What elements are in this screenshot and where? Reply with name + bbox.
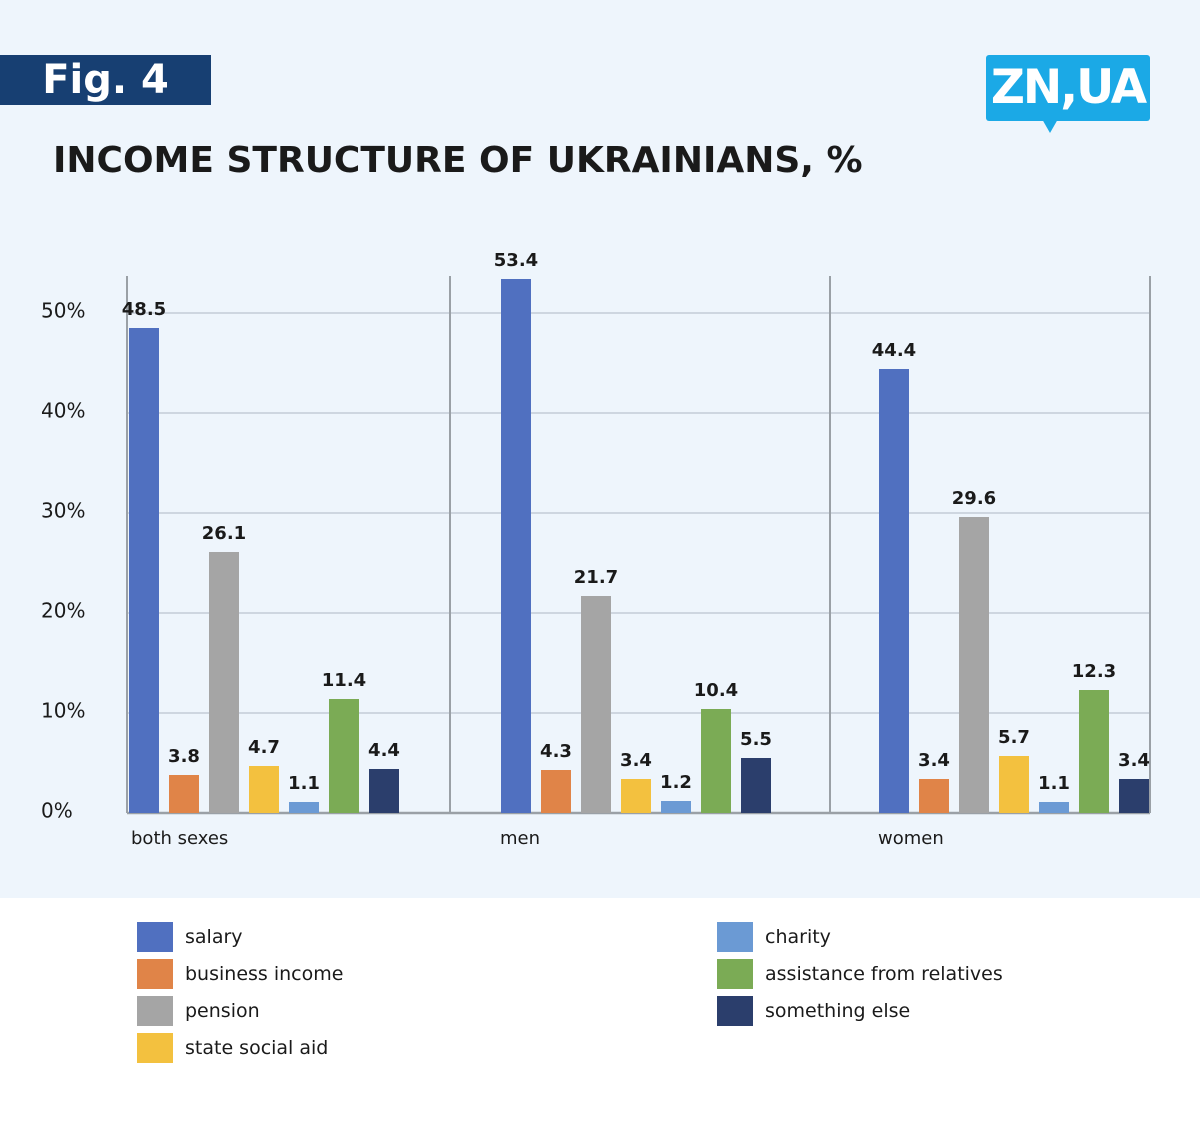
legend-label: something else (765, 1000, 911, 1022)
y-tick-label: 50% (41, 299, 85, 323)
legend-swatch (137, 922, 173, 952)
bar (1119, 779, 1149, 813)
category-label: both sexes (131, 828, 228, 849)
bar (249, 766, 279, 813)
bar (169, 775, 199, 813)
data-label: 44.4 (872, 340, 916, 361)
bar (701, 709, 731, 813)
data-label: 5.5 (740, 729, 772, 750)
bar (369, 769, 399, 813)
data-label: 26.1 (202, 523, 246, 544)
data-label: 29.6 (952, 488, 996, 509)
bar (581, 596, 611, 813)
bar (289, 802, 319, 813)
data-label: 1.1 (288, 773, 320, 794)
legend-label: business income (185, 963, 344, 985)
legend-label: state social aid (185, 1037, 329, 1059)
zn-ua-logo: ZN,UA (986, 55, 1150, 121)
y-tick-label: 0% (41, 799, 73, 823)
data-label: 12.3 (1072, 661, 1116, 682)
logo-speech-tail (1042, 119, 1058, 133)
category-label: men (500, 828, 540, 849)
data-label: 1.2 (660, 772, 692, 793)
legend-swatch (137, 959, 173, 989)
data-label: 10.4 (694, 680, 738, 701)
y-tick-label: 20% (41, 599, 85, 623)
bar (621, 779, 651, 813)
bar (1039, 802, 1069, 813)
data-label: 4.4 (368, 740, 400, 761)
data-label: 5.7 (998, 727, 1030, 748)
data-label: 3.4 (918, 750, 950, 771)
legend-label: assistance from relatives (765, 963, 1003, 985)
bar (129, 328, 159, 813)
data-label: 1.1 (1038, 773, 1070, 794)
category-label: women (878, 828, 944, 849)
y-tick-label: 10% (41, 699, 85, 723)
bar (999, 756, 1029, 813)
data-label: 3.4 (1118, 750, 1150, 771)
chart-legend: salary business income pension state social… (0, 918, 1200, 1098)
legend-swatch (717, 996, 753, 1026)
legend-swatch (717, 959, 753, 989)
data-label: 48.5 (122, 299, 166, 320)
legend-swatch (137, 996, 173, 1026)
bar (741, 758, 771, 813)
bar (959, 517, 989, 813)
data-label: 21.7 (574, 567, 618, 588)
bar (501, 279, 531, 813)
data-label: 4.7 (248, 737, 280, 758)
legend-label: charity (765, 926, 831, 948)
figure-number: Fig. 4 (0, 55, 211, 105)
data-label: 3.4 (620, 750, 652, 771)
legend-swatch (717, 922, 753, 952)
bar (879, 369, 909, 813)
bar (209, 552, 239, 813)
y-tick-label: 30% (41, 499, 85, 523)
bar (919, 779, 949, 813)
data-label: 3.8 (168, 746, 200, 767)
y-tick-label: 40% (41, 399, 85, 423)
bar (329, 699, 359, 813)
bar (661, 801, 691, 813)
data-label: 11.4 (322, 670, 366, 691)
legend-label: pension (185, 1000, 260, 1022)
legend-swatch (137, 1033, 173, 1063)
bar (541, 770, 571, 813)
bar-chart: 0% 10% 20% 30% 40% 50% 48.5 3.8 26.1 4.7 1.1 11.4 4.… (41, 250, 1151, 849)
legend-label: salary (185, 926, 243, 948)
bar (1079, 690, 1109, 813)
chart-title: INCOME STRUCTURE OF UKRAINIANS, % (53, 140, 863, 181)
data-label: 4.3 (540, 741, 572, 762)
data-label: 53.4 (494, 250, 538, 271)
